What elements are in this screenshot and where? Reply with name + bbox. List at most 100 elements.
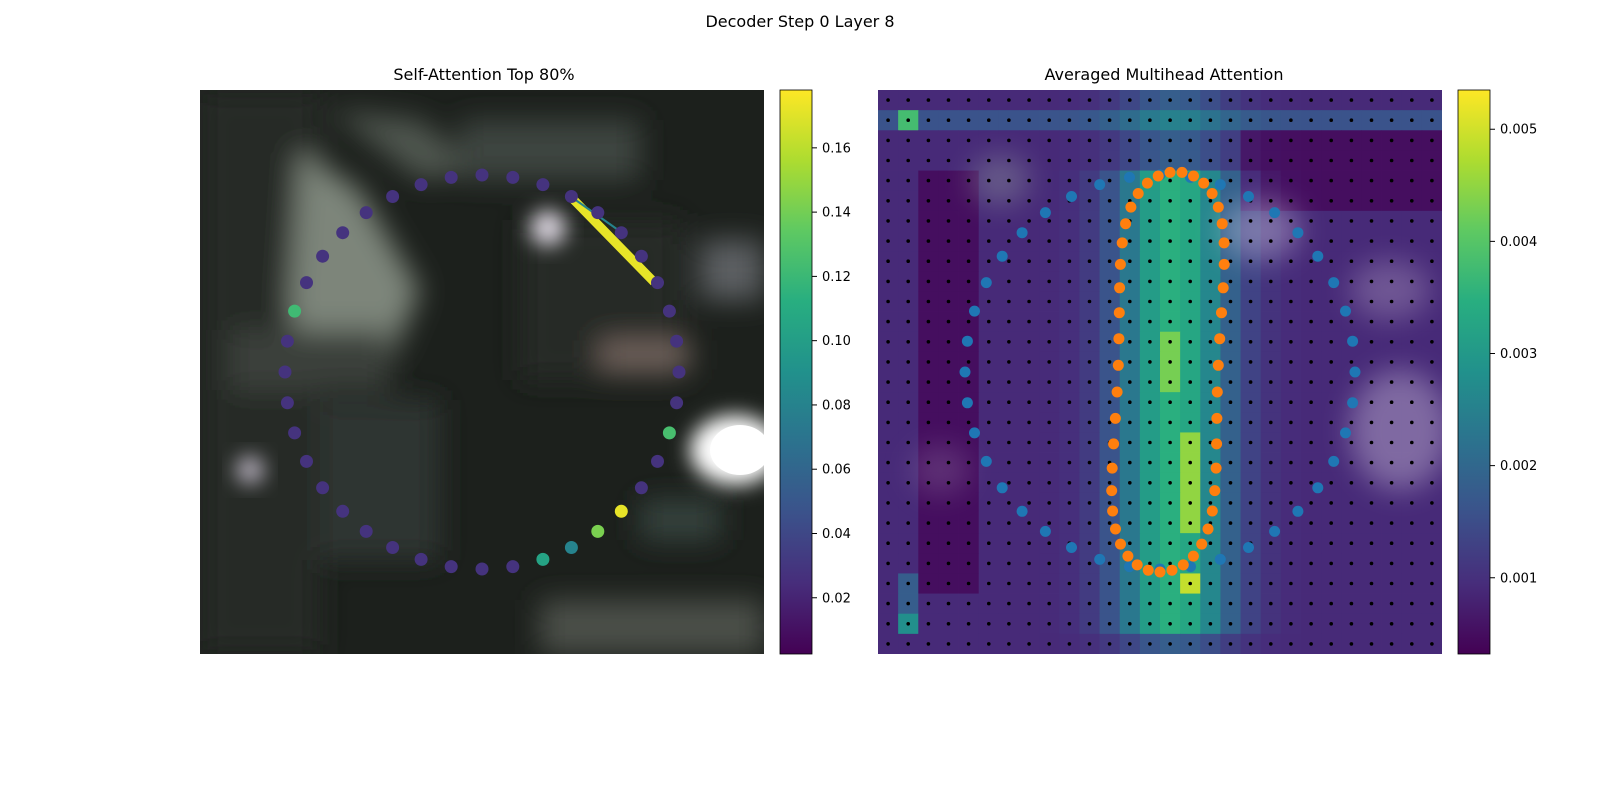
grid-dot bbox=[987, 440, 991, 445]
grid-dot bbox=[1067, 98, 1072, 102]
grid-dot bbox=[1128, 541, 1132, 545]
grid-dot bbox=[1188, 601, 1192, 606]
grid-dot bbox=[1168, 158, 1172, 163]
grid-dot bbox=[1248, 360, 1253, 364]
grid-dot bbox=[1148, 380, 1152, 384]
grid-dot bbox=[1289, 259, 1293, 264]
grid-dot bbox=[1027, 460, 1031, 465]
grid-dot bbox=[1228, 178, 1233, 183]
right-panel-title: Averaged Multihead Attention bbox=[1044, 65, 1284, 84]
grid-dot bbox=[1128, 98, 1132, 102]
grid-dot bbox=[1188, 481, 1192, 485]
grid-dot bbox=[1208, 340, 1213, 344]
grid-dot bbox=[1248, 178, 1253, 183]
grid-dot bbox=[1188, 98, 1192, 102]
grid-dot bbox=[1289, 319, 1293, 324]
grid-dot bbox=[1067, 420, 1072, 425]
grid-dot bbox=[1430, 259, 1434, 264]
orange-point bbox=[1206, 505, 1218, 517]
orange-point bbox=[1202, 523, 1214, 535]
grid-dot bbox=[1289, 501, 1293, 505]
grid-dot bbox=[1430, 178, 1434, 183]
grid-dot bbox=[1128, 239, 1132, 243]
grid-dot bbox=[1329, 521, 1333, 525]
blue-point bbox=[969, 305, 980, 317]
contour-point bbox=[651, 454, 664, 468]
grid-dot bbox=[1168, 360, 1172, 364]
grid-dot bbox=[1248, 98, 1253, 102]
grid-dot bbox=[1430, 601, 1434, 606]
grid-dot bbox=[1369, 460, 1374, 465]
grid-dot bbox=[1208, 460, 1213, 465]
grid-dot bbox=[946, 279, 951, 284]
blue-point bbox=[1269, 525, 1281, 537]
grid-dot bbox=[886, 340, 890, 344]
grid-dot bbox=[1067, 581, 1072, 586]
grid-dot bbox=[1107, 319, 1112, 324]
grid-dot bbox=[1148, 279, 1152, 284]
grid-dot bbox=[1228, 561, 1233, 566]
grid-dot bbox=[946, 541, 951, 545]
grid-dot bbox=[1269, 299, 1273, 304]
grid-dot bbox=[1389, 340, 1394, 344]
grid-dot bbox=[1007, 501, 1011, 505]
contour-point bbox=[506, 560, 520, 574]
grid-dot bbox=[1208, 219, 1213, 223]
grid-dot bbox=[1329, 340, 1333, 344]
blue-point bbox=[1094, 553, 1106, 565]
blue-point bbox=[1340, 305, 1351, 317]
grid-dot bbox=[1228, 420, 1233, 425]
grid-dot bbox=[1410, 299, 1414, 304]
grid-dot bbox=[1007, 118, 1011, 122]
grid-dot bbox=[906, 380, 910, 384]
contour-point bbox=[536, 552, 550, 566]
grid-dot bbox=[1007, 561, 1011, 566]
grid-dot bbox=[987, 98, 991, 102]
grid-dot bbox=[1168, 319, 1172, 324]
grid-dot bbox=[1047, 601, 1051, 606]
grid-dot bbox=[1309, 521, 1313, 525]
grid-dot bbox=[1389, 138, 1394, 143]
grid-dot bbox=[1369, 239, 1374, 243]
grid-dot bbox=[946, 259, 951, 264]
grid-dot bbox=[1289, 561, 1293, 566]
grid-dot bbox=[1369, 581, 1374, 586]
blue-point bbox=[1066, 191, 1077, 202]
colorbar-tick-label: 0.12 bbox=[822, 270, 851, 285]
grid-dot bbox=[1107, 299, 1112, 304]
grid-dot bbox=[1228, 360, 1233, 364]
grid-dot bbox=[1430, 299, 1434, 304]
grid-dot bbox=[1067, 259, 1072, 264]
grid-dot bbox=[1369, 420, 1374, 425]
grid-dot bbox=[1107, 521, 1112, 525]
grid-dot bbox=[1309, 259, 1313, 264]
grid-dot bbox=[1349, 279, 1354, 284]
contour-point bbox=[280, 334, 294, 348]
grid-dot bbox=[1410, 360, 1414, 364]
blue-point bbox=[1292, 505, 1304, 517]
grid-dot bbox=[886, 380, 890, 384]
grid-dot bbox=[1007, 319, 1011, 324]
grid-dot bbox=[1410, 481, 1414, 485]
grid-dot bbox=[1269, 279, 1273, 284]
grid-dot bbox=[1329, 601, 1333, 606]
grid-dot bbox=[966, 319, 971, 324]
grid-dot bbox=[1047, 259, 1051, 264]
grid-dot bbox=[966, 178, 971, 183]
grid-dot bbox=[1289, 642, 1293, 646]
grid-dot bbox=[906, 541, 910, 545]
contour-point bbox=[614, 226, 628, 240]
grid-dot bbox=[1289, 440, 1293, 445]
grid-dot bbox=[1389, 360, 1394, 364]
grid-dot bbox=[926, 420, 931, 425]
grid-dot bbox=[1188, 521, 1192, 525]
grid-dot bbox=[1289, 380, 1293, 384]
orange-point bbox=[1166, 564, 1178, 576]
grid-dot bbox=[1369, 642, 1374, 646]
grid-dot bbox=[1027, 259, 1031, 264]
grid-dot bbox=[1269, 319, 1273, 324]
grid-dot bbox=[1248, 400, 1253, 405]
grid-dot bbox=[1289, 340, 1293, 344]
orange-point bbox=[1212, 359, 1224, 371]
grid-dot bbox=[926, 561, 931, 566]
